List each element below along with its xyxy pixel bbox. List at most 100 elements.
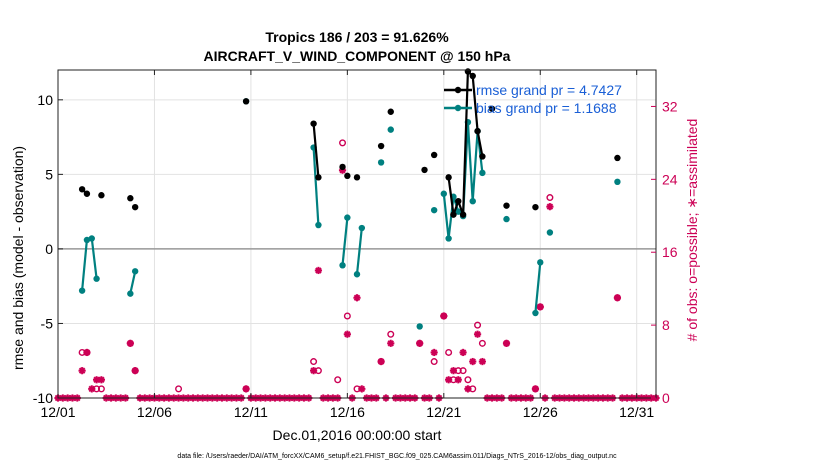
x-tick-label: 12/21 xyxy=(426,404,461,420)
y-tick-label: -10 xyxy=(33,390,53,406)
bias-line-segment xyxy=(312,147,320,226)
bias-line-segment xyxy=(81,237,98,291)
rmse-point xyxy=(98,192,105,199)
obs-assimilated-marker xyxy=(416,339,424,347)
obs-assimilated-marker xyxy=(97,376,106,384)
rmse-point xyxy=(503,202,510,209)
bias-point xyxy=(377,159,385,166)
bias-point xyxy=(93,275,100,282)
obs-assimilated-marker xyxy=(343,330,351,338)
obs-assimilated-marker xyxy=(430,348,438,357)
y2-tick-label: 32 xyxy=(662,98,678,114)
rmse-point xyxy=(455,198,462,205)
obs-assimilated-marker xyxy=(473,330,482,338)
obs-assimilated-marker xyxy=(358,385,366,393)
obs-possible-marker xyxy=(343,312,351,320)
rmse-point xyxy=(459,211,467,218)
y-axis-ticks: -10 -5 0 5 10 xyxy=(33,92,63,406)
obs-possible-marker xyxy=(459,367,467,375)
obs-assimilated-markers xyxy=(54,166,660,402)
rmse-point xyxy=(532,203,539,211)
bias-point xyxy=(131,268,139,275)
obs-assimilated-marker xyxy=(469,357,477,366)
bias-line-segment xyxy=(534,262,542,314)
rmse-series xyxy=(78,68,621,218)
bias-point xyxy=(416,323,423,330)
y-tick-label: -5 xyxy=(41,315,54,331)
obs-possible-marker xyxy=(478,339,486,347)
bias-point xyxy=(479,169,486,177)
rmse-point xyxy=(464,68,472,75)
rmse-point xyxy=(430,151,438,159)
obs-possible-marker xyxy=(97,385,105,393)
obs-assimilated-marker xyxy=(309,367,318,375)
x-tick-label: 12/26 xyxy=(523,404,558,420)
legend-rmse-label: rmse grand pr = 4.7427 xyxy=(476,82,622,98)
obs-assimilated-marker xyxy=(387,339,395,347)
obs-assimilated-marker xyxy=(353,294,361,302)
rmse-point xyxy=(421,166,428,174)
obs-possible-marker xyxy=(464,376,472,384)
y-tick-label: 5 xyxy=(45,166,53,182)
bias-point xyxy=(127,290,134,297)
y2-tick-label: 16 xyxy=(662,244,678,260)
obs-assimilated-marker xyxy=(536,303,544,311)
obs-assimilated-marker xyxy=(126,339,134,347)
bias-point xyxy=(455,208,462,215)
legend-bias-marker xyxy=(454,104,462,112)
rmse-point xyxy=(450,211,457,218)
rmse-point xyxy=(469,72,476,80)
rmse-point xyxy=(353,174,361,181)
y2-axis-ticks: 0 8 16 24 32 xyxy=(651,98,678,406)
y2-axis-label: # of obs: o=possible; ∗=assimilated xyxy=(684,119,700,342)
obs-assimilated-marker xyxy=(440,312,448,320)
bias-line-segment xyxy=(341,217,349,266)
bias-point xyxy=(445,235,452,242)
obs-assimilated-marker xyxy=(449,367,458,375)
bias-point xyxy=(358,224,366,232)
bias-point xyxy=(440,190,448,197)
bias-line-segment xyxy=(129,271,137,294)
obs-assimilated-marker xyxy=(531,385,540,393)
obs-assimilated-marker xyxy=(377,357,385,366)
y-axis-label: rmse and bias (model - observation) xyxy=(10,146,26,370)
x-tick-label: 12/16 xyxy=(330,404,365,420)
legend-rmse-marker xyxy=(454,86,462,94)
rmse-point xyxy=(344,172,351,180)
rmse-line-segment xyxy=(312,123,320,178)
legend: rmse grand pr = 4.7427 bias grand pr = 1… xyxy=(444,82,622,116)
obs-assimilated-marker xyxy=(454,376,462,384)
obs-possible-marker xyxy=(334,376,342,384)
rmse-point xyxy=(242,98,250,105)
bias-point xyxy=(339,262,346,269)
obs-assimilated-marker xyxy=(459,348,467,357)
bias-point xyxy=(344,214,351,221)
grid-lines xyxy=(57,70,656,399)
x-tick-label: 12/06 xyxy=(137,404,172,420)
obs-possible-marker xyxy=(387,330,395,338)
rmse-point xyxy=(131,203,139,211)
bias-point xyxy=(503,215,510,223)
y-tick-label: 0 xyxy=(45,241,53,257)
bias-point xyxy=(469,198,476,205)
y-tick-label: 10 xyxy=(37,92,53,108)
obs-possible-marker xyxy=(445,348,453,356)
obs-assimilated-marker xyxy=(502,339,511,347)
obs-assimilated-marker xyxy=(78,367,86,375)
obs-possible-marker xyxy=(310,358,318,366)
footer-data-file: data file: /Users/raeder/DAI/ATM_forcXX/… xyxy=(177,453,617,460)
legend-bias-label: bias grand pr = 1.1688 xyxy=(476,100,617,116)
rmse-point xyxy=(78,186,86,193)
plot-frame xyxy=(57,69,657,399)
rmse-point xyxy=(339,163,346,171)
obs-assimilated-marker xyxy=(131,367,139,375)
bias-point xyxy=(83,236,91,244)
rmse-point xyxy=(377,142,385,150)
obs-possible-marker xyxy=(339,139,347,147)
obs-assimilated-marker xyxy=(613,294,622,302)
obs-assimilated-marker xyxy=(314,266,323,275)
bias-point xyxy=(387,126,394,133)
rmse-point xyxy=(127,195,134,202)
obs-assimilated-marker xyxy=(83,348,91,357)
